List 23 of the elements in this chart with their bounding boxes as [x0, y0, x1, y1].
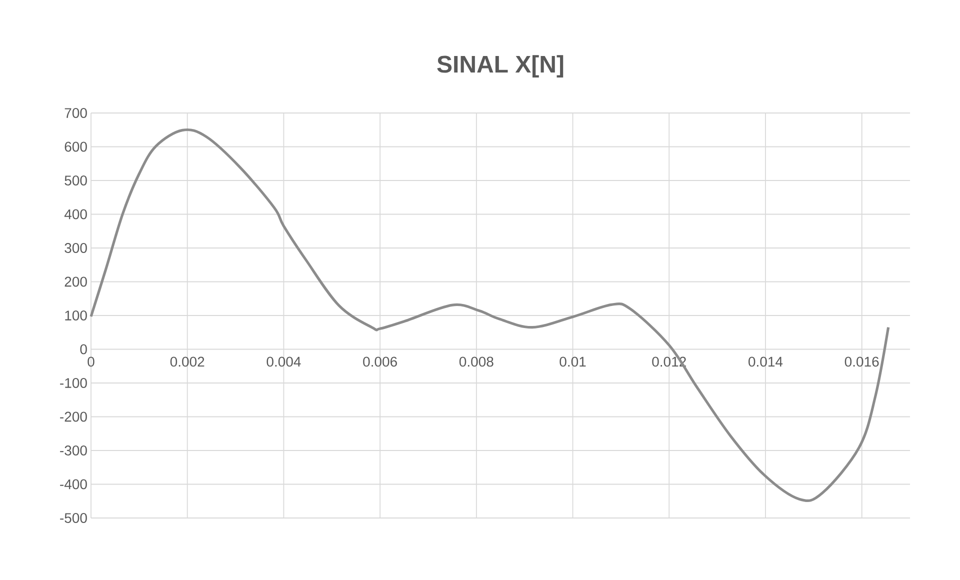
- y-tick-label: -400: [60, 479, 87, 490]
- x-tick-label: 0.008: [459, 356, 494, 367]
- x-tick-label: 0.006: [363, 356, 397, 367]
- y-tick-label: 200: [64, 276, 87, 287]
- y-tick-label: -100: [60, 378, 87, 388]
- x-tick-label: 0.002: [170, 356, 204, 367]
- y-tick-label: -200: [60, 412, 87, 422]
- x-tick-label: 0.004: [266, 356, 301, 367]
- y-tick-label: 100: [65, 310, 87, 320]
- y-tick-label: 600: [64, 142, 87, 152]
- x-tick-label: 0.014: [748, 356, 783, 367]
- y-tick-label: 400: [64, 209, 87, 220]
- line-series: [90, 128, 890, 502]
- x-tick-label: 0: [88, 356, 94, 367]
- y-tick-label: -300: [60, 446, 87, 456]
- x-tick-label: 0.01: [560, 356, 586, 367]
- y-tick-label: 300: [64, 243, 87, 253]
- x-tick-label: 0.016: [844, 356, 879, 367]
- y-tick-label: 700: [64, 108, 87, 118]
- y-tick-label: -500: [60, 513, 87, 523]
- chart-title: SINAL X[N]: [437, 55, 564, 78]
- y-tick-label: 0: [80, 344, 87, 354]
- y-tick-label: 500: [64, 176, 87, 186]
